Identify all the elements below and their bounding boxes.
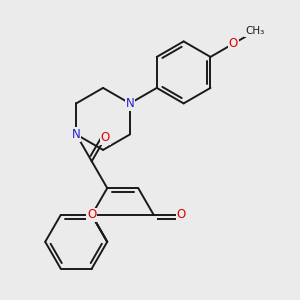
Text: O: O (87, 208, 96, 221)
Text: O: O (176, 208, 186, 221)
Text: N: N (72, 128, 81, 141)
Text: O: O (229, 37, 238, 50)
Text: CH₃: CH₃ (245, 26, 264, 36)
Text: N: N (126, 97, 134, 110)
Text: O: O (101, 131, 110, 144)
